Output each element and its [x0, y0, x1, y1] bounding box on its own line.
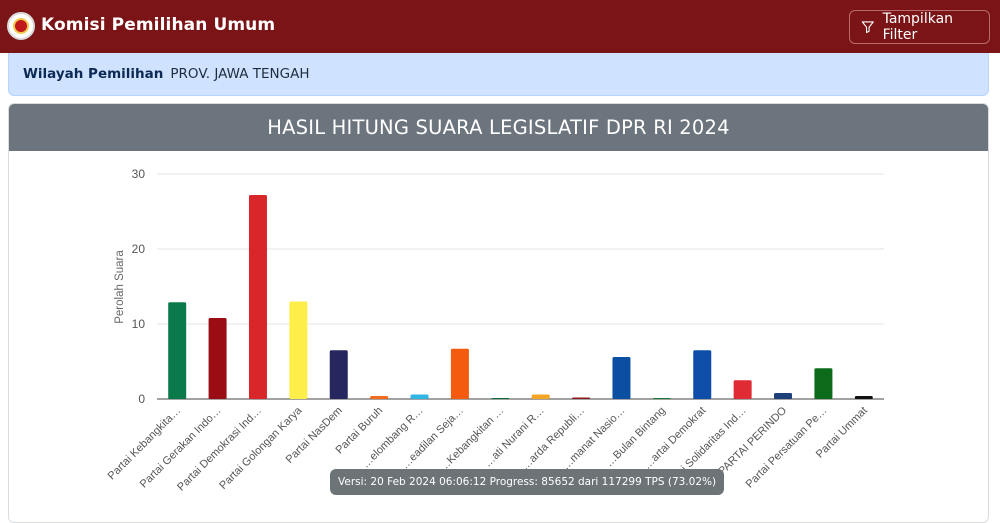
show-filter-button[interactable]: Tampilkan Filter — [849, 10, 990, 44]
bar — [289, 301, 308, 399]
bar — [370, 396, 389, 399]
kpu-logo-icon — [7, 12, 35, 40]
x-tick-label: Partai Kebangkita… — [106, 405, 184, 483]
bar — [652, 398, 671, 399]
bar — [491, 398, 510, 399]
y-tick-label: 0 — [138, 392, 145, 406]
region-label: Wilayah Pemilihan — [23, 66, 164, 82]
bar — [410, 394, 429, 399]
top-navbar: Komisi Pemilihan Umum Tampilkan Filter — [0, 0, 1000, 53]
y-tick-label: 30 — [132, 167, 146, 181]
bar — [168, 302, 187, 399]
bar — [450, 348, 469, 399]
x-tick-label: Partai Persatuan Pe… — [744, 405, 830, 491]
bar — [814, 368, 833, 399]
region-value: PROV. JAWA TENGAH — [170, 66, 310, 82]
bar — [248, 195, 267, 399]
bar — [693, 350, 712, 399]
brand-title[interactable]: Komisi Pemilihan Umum — [41, 15, 276, 35]
y-tick-label: 20 — [132, 242, 146, 256]
y-axis-label: Perolah Suara — [114, 250, 126, 324]
version-tooltip: Versi: 20 Feb 2024 06:06:12 Progress: 85… — [330, 469, 725, 495]
version-tooltip-text: Versi: 20 Feb 2024 06:06:12 Progress: 85… — [338, 476, 717, 488]
filter-icon — [861, 21, 874, 34]
show-filter-label: Tampilkan Filter — [882, 11, 954, 43]
x-tick-label: Partai Gerakan Indo… — [138, 405, 224, 491]
x-tick-label: PARTAI PERINDO — [716, 404, 789, 477]
region-info: Wilayah Pemilihan PROV. JAWA TENGAH — [8, 53, 989, 96]
bar — [329, 350, 348, 399]
bar — [774, 393, 793, 399]
results-title: HASIL HITUNG SUARA LEGISLATIF DPR RI 202… — [267, 116, 730, 139]
results-card-header: HASIL HITUNG SUARA LEGISLATIF DPR RI 202… — [9, 104, 988, 151]
y-tick-label: 10 — [132, 317, 146, 331]
bar — [733, 380, 752, 399]
bar — [612, 357, 631, 399]
bar — [572, 397, 591, 399]
bar — [854, 396, 873, 399]
bar — [208, 318, 227, 399]
bar — [531, 394, 550, 399]
